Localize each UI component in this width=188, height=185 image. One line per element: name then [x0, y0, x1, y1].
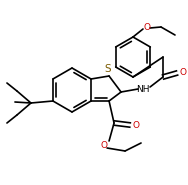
Text: NH: NH — [136, 85, 150, 93]
Text: O: O — [143, 23, 151, 31]
Text: O: O — [101, 140, 108, 149]
Text: S: S — [105, 64, 111, 74]
Text: O: O — [133, 120, 139, 130]
Text: O: O — [180, 68, 186, 77]
